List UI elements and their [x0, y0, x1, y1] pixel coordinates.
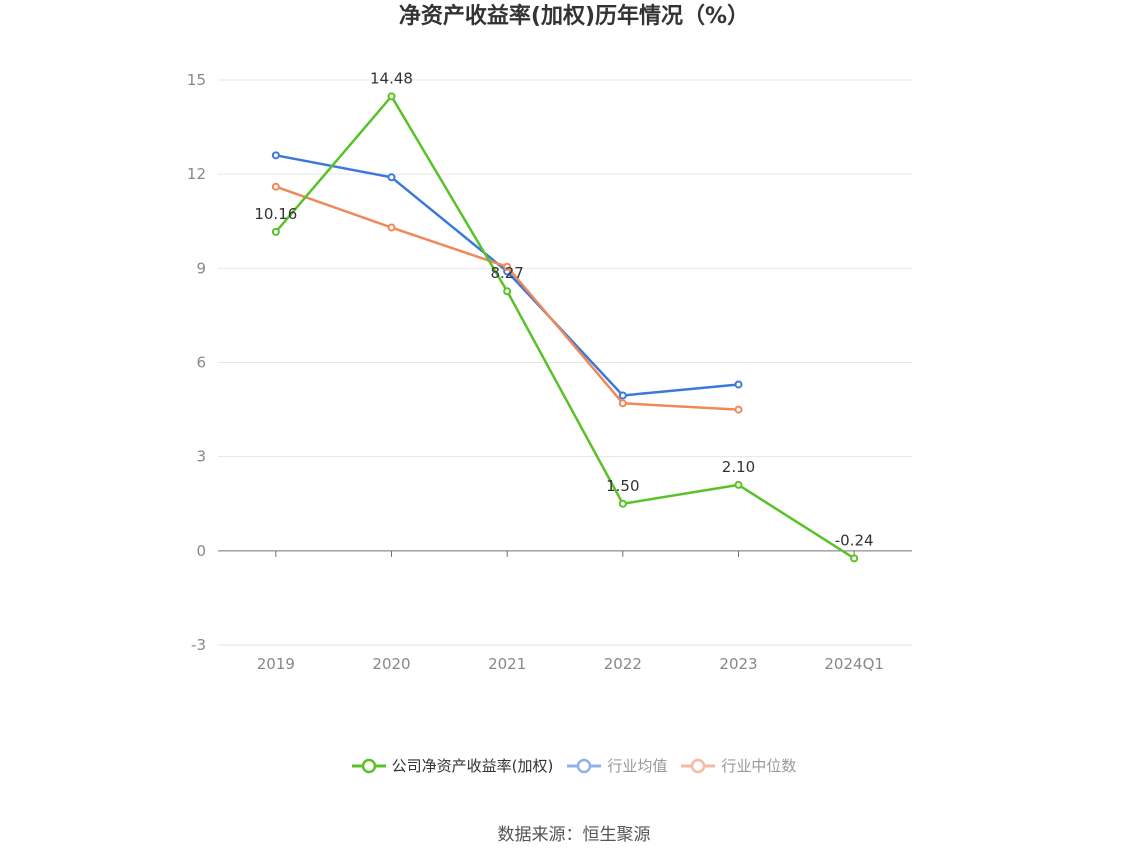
legend-marker-industry-median — [691, 758, 706, 773]
data-label: 10.16 — [254, 205, 297, 223]
x-tick-label: 2019 — [257, 655, 295, 673]
data-label: 2.10 — [722, 458, 755, 476]
data-point-industry-median[interactable] — [503, 262, 512, 271]
legend-swatch-industry-median — [681, 758, 716, 773]
y-tick-label: 9 — [196, 259, 206, 277]
data-label: 8.27 — [490, 264, 523, 282]
x-tick-label: 2020 — [372, 655, 410, 673]
legend-marker-company-roe — [361, 758, 376, 773]
data-label: 1.50 — [606, 477, 639, 495]
legend-label-industry-median: 行业中位数 — [721, 757, 797, 775]
legend-label-company-roe: 公司净资产收益率(加权) — [391, 757, 554, 775]
data-point-industry-mean[interactable] — [271, 151, 280, 160]
series-lines — [271, 92, 859, 563]
data-point-company-roe[interactable] — [618, 499, 627, 508]
axes: -3 0 3 6 9 12 15 2019 2020 2021 2022 2023 2024Q1 — [187, 71, 912, 673]
legend-swatch-industry-mean — [567, 758, 602, 773]
y-tick-label: 12 — [187, 165, 206, 183]
data-point-industry-median[interactable] — [734, 405, 743, 414]
x-tick-label: 2021 — [488, 655, 526, 673]
y-tick-label: 15 — [187, 71, 206, 89]
y-tick-label: 0 — [196, 542, 206, 560]
series-line-company-roe — [274, 95, 855, 560]
data-point-industry-median[interactable] — [387, 223, 396, 232]
legend-marker-industry-mean — [577, 758, 592, 773]
y-tick-label: -3 — [191, 636, 206, 654]
x-tick-label: 2024Q1 — [824, 655, 884, 673]
data-point-company-roe[interactable] — [734, 480, 743, 489]
line-chart: -3 0 3 6 9 12 15 2019 2020 2021 2022 2023 2024Q1 10.… — [187, 69, 912, 673]
source-note: 数据来源：恒生聚源 — [497, 825, 651, 845]
legend-item-company-roe[interactable]: 公司净资产收益率(加权) — [351, 755, 554, 776]
data-point-industry-median[interactable] — [271, 182, 280, 191]
data-label: -0.24 — [835, 531, 874, 549]
data-point-company-roe[interactable] — [850, 554, 859, 563]
legend-item-industry-median[interactable]: 行业中位数 — [681, 755, 796, 776]
grid-lines — [218, 79, 912, 646]
y-tick-label: 6 — [196, 354, 206, 372]
data-point-industry-median[interactable] — [618, 399, 627, 408]
y-tick-label: 3 — [196, 448, 206, 466]
data-point-industry-mean[interactable] — [387, 173, 396, 182]
series-line-industry-median — [275, 185, 739, 411]
x-tick-label: 2022 — [604, 655, 642, 673]
legend-swatch-company-roe — [351, 758, 386, 773]
x-tick-label: 2023 — [719, 655, 757, 673]
data-label: 14.48 — [370, 69, 413, 87]
data-labels: 10.16 14.48 8.27 1.50 2.10 -0.24 — [254, 69, 873, 549]
legend-label-industry-mean: 行业均值 — [607, 757, 668, 775]
legend-item-industry-mean[interactable]: 行业均值 — [567, 755, 667, 776]
data-point-company-roe[interactable] — [271, 227, 280, 236]
legend: 公司净资产收益率(加权) 行业均值 行业中位数 — [0, 755, 1148, 776]
data-point-industry-mean[interactable] — [618, 391, 627, 400]
data-point-industry-mean[interactable] — [734, 380, 743, 389]
data-point-company-roe[interactable] — [387, 92, 396, 101]
data-point-company-roe[interactable] — [503, 287, 512, 296]
chart-title: 净资产收益率(加权)历年情况（%） — [398, 4, 750, 29]
